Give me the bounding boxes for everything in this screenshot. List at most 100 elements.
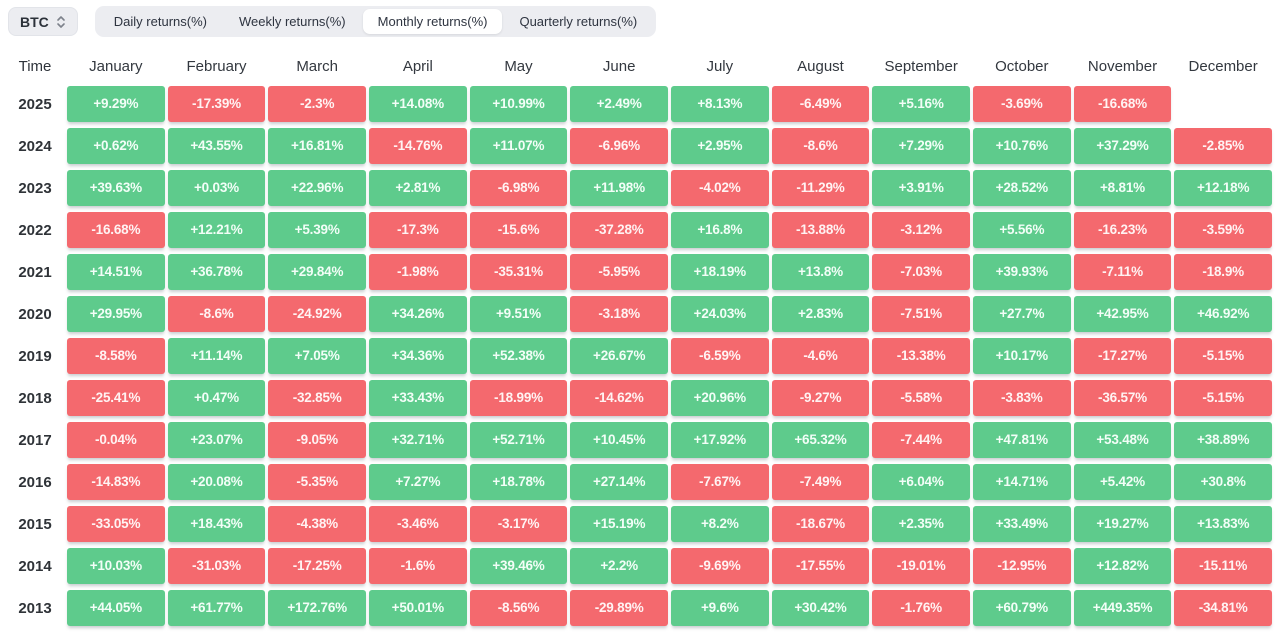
return-cell-2022-october: +5.56% bbox=[972, 212, 1071, 248]
month-header-january: January bbox=[89, 57, 143, 75]
return-cell-2019-march: +7.05% bbox=[268, 338, 366, 374]
tab-daily-returns[interactable]: Daily returns(%) bbox=[113, 14, 207, 29]
return-cell-2016-june: +27.14% bbox=[570, 464, 668, 500]
return-cell-2019-november: -17.27% bbox=[1073, 338, 1172, 374]
year-label: 2014 bbox=[18, 557, 52, 575]
return-cell-2025-march: -2.3% bbox=[268, 86, 366, 122]
return-cell-2019-august: -4.6% bbox=[771, 338, 870, 374]
return-cell-2020-november: +42.95% bbox=[1073, 296, 1172, 332]
table-row-2025: 2025 +9.29% -17.39% -2.3% +14.08% +10.99% +2.4… bbox=[0, 86, 1280, 122]
return-cell-2018-april: +33.43% bbox=[368, 380, 467, 416]
table-body: 2025 +9.29% -17.39% -2.3% +14.08% +10.99% +2.4… bbox=[0, 86, 1280, 626]
return-cell-2025-october: -3.69% bbox=[972, 86, 1071, 122]
return-cell-2024-november: +37.29% bbox=[1073, 128, 1172, 164]
return-cell-2022-december: -3.59% bbox=[1174, 212, 1272, 248]
return-cell-2019-february: +11.14% bbox=[167, 338, 266, 374]
return-cell-2024-may: +11.07% bbox=[469, 128, 568, 164]
month-header-september: September bbox=[884, 57, 958, 75]
return-cell-2017-august: +65.32% bbox=[771, 422, 870, 458]
year-label: 2013 bbox=[18, 599, 52, 617]
table-row-2017: 2017 -0.04% +23.07% -9.05% +32.71% +52.71% +10… bbox=[0, 422, 1280, 458]
return-cell-2022-september: -3.12% bbox=[872, 212, 970, 248]
tab-monthly-returns[interactable]: Monthly returns(%) bbox=[362, 9, 503, 34]
year-label: 2020 bbox=[18, 305, 52, 323]
return-cell-2016-february: +20.08% bbox=[167, 464, 266, 500]
return-cell-2025-may: +10.99% bbox=[469, 86, 568, 122]
return-cell-2018-november: -36.57% bbox=[1073, 380, 1172, 416]
symbol-label: BTC bbox=[20, 13, 49, 30]
return-cell-2018-september: -5.58% bbox=[872, 380, 970, 416]
return-cell-2017-november: +53.48% bbox=[1073, 422, 1172, 458]
return-cell-2019-december: -5.15% bbox=[1174, 338, 1272, 374]
return-cell-2024-february: +43.55% bbox=[167, 128, 266, 164]
table-row-2018: 2018 -25.41% +0.47% -32.85% +33.43% -18.99% -1… bbox=[0, 380, 1280, 416]
return-cell-2016-december: +30.8% bbox=[1174, 464, 1272, 500]
return-cell-2021-june: -5.95% bbox=[570, 254, 668, 290]
return-cell-2015-july: +8.2% bbox=[670, 506, 769, 542]
tabs: Daily returns(%) Weekly returns(%) Monthly… bbox=[94, 6, 657, 37]
return-cell-2018-july: +20.96% bbox=[670, 380, 769, 416]
return-cell-2021-march: +29.84% bbox=[268, 254, 366, 290]
return-cell-2015-january: -33.05% bbox=[67, 506, 165, 542]
return-cell-2020-june: -3.18% bbox=[570, 296, 668, 332]
return-cell-2023-april: +2.81% bbox=[368, 170, 467, 206]
return-cell-2025-july: +8.13% bbox=[670, 86, 769, 122]
return-cell-2016-march: -5.35% bbox=[268, 464, 366, 500]
month-header-october: October bbox=[995, 57, 1049, 75]
return-cell-2022-february: +12.21% bbox=[167, 212, 266, 248]
return-cell-2019-july: -6.59% bbox=[670, 338, 769, 374]
return-cell-2023-june: +11.98% bbox=[570, 170, 668, 206]
year-label: 2016 bbox=[18, 473, 52, 491]
return-cell-2021-january: +14.51% bbox=[67, 254, 165, 290]
return-cell-2015-december: +13.83% bbox=[1174, 506, 1272, 542]
return-cell-2020-december: +46.92% bbox=[1174, 296, 1272, 332]
return-cell-2022-may: -15.6% bbox=[469, 212, 568, 248]
year-label: 2018 bbox=[18, 389, 52, 407]
return-cell-2016-november: +5.42% bbox=[1073, 464, 1172, 500]
return-cell-2020-february: -8.6% bbox=[167, 296, 266, 332]
return-cell-2016-september: +6.04% bbox=[872, 464, 970, 500]
tab-weekly-returns[interactable]: Weekly returns(%) bbox=[238, 14, 346, 29]
return-cell-2013-january: +44.05% bbox=[67, 590, 165, 626]
year-label: 2024 bbox=[18, 137, 52, 155]
symbol-select[interactable]: BTC bbox=[8, 7, 78, 36]
return-cell-2023-march: +22.96% bbox=[268, 170, 366, 206]
return-cell-2021-november: -7.11% bbox=[1073, 254, 1172, 290]
return-cell-2017-october: +47.81% bbox=[972, 422, 1071, 458]
return-cell-2025-november: -16.68% bbox=[1073, 86, 1172, 122]
return-cell-2016-july: -7.67% bbox=[670, 464, 769, 500]
return-cell-2015-november: +19.27% bbox=[1073, 506, 1172, 542]
year-label: 2025 bbox=[18, 95, 52, 113]
return-cell-2020-july: +24.03% bbox=[670, 296, 769, 332]
month-header-july: July bbox=[706, 57, 734, 75]
return-cell-2013-may: -8.56% bbox=[469, 590, 568, 626]
return-cell-2020-august: +2.83% bbox=[771, 296, 870, 332]
month-header-august: August bbox=[797, 57, 844, 75]
return-cell-2023-may: -6.98% bbox=[469, 170, 568, 206]
return-cell-2014-august: -17.55% bbox=[771, 548, 870, 584]
return-cell-2014-june: +2.2% bbox=[570, 548, 668, 584]
return-cell-2024-october: +10.76% bbox=[972, 128, 1071, 164]
return-cell-2020-april: +34.26% bbox=[368, 296, 467, 332]
month-header-march: March bbox=[296, 57, 338, 75]
table-row-2015: 2015 -33.05% +18.43% -4.38% -3.46% -3.17% +15.… bbox=[0, 506, 1280, 542]
return-cell-2023-october: +28.52% bbox=[972, 170, 1071, 206]
month-header-april: April bbox=[402, 57, 433, 75]
up-down-chevron-icon bbox=[56, 15, 65, 28]
return-cell-2023-november: +8.81% bbox=[1073, 170, 1172, 206]
return-cell-2022-july: +16.8% bbox=[670, 212, 769, 248]
return-cell-2025-april: +14.08% bbox=[368, 86, 467, 122]
return-cell-2014-october: -12.95% bbox=[972, 548, 1071, 584]
table-row-2019: 2019 -8.58% +11.14% +7.05% +34.36% +52.38% +26… bbox=[0, 338, 1280, 374]
return-cell-2013-september: -1.76% bbox=[872, 590, 970, 626]
return-cell-2015-april: -3.46% bbox=[368, 506, 467, 542]
return-cell-2024-december: -2.85% bbox=[1174, 128, 1272, 164]
return-cell-2018-february: +0.47% bbox=[167, 380, 266, 416]
return-cell-2021-april: -1.98% bbox=[368, 254, 467, 290]
tab-quarterly-returns[interactable]: Quarterly returns(%) bbox=[519, 14, 638, 29]
return-cell-2016-may: +18.78% bbox=[469, 464, 568, 500]
return-cell-2023-september: +3.91% bbox=[872, 170, 970, 206]
return-cell-2015-march: -4.38% bbox=[268, 506, 366, 542]
return-cell-2016-april: +7.27% bbox=[368, 464, 467, 500]
return-cell-2013-june: -29.89% bbox=[570, 590, 668, 626]
